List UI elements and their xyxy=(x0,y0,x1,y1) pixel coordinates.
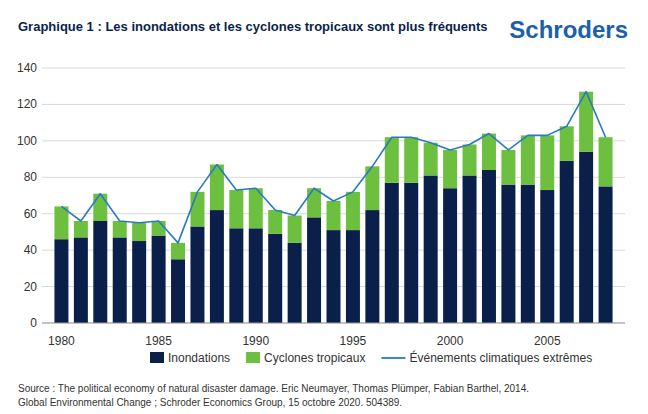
bar xyxy=(249,228,263,323)
grid-line xyxy=(42,68,625,69)
bar xyxy=(463,145,477,176)
y-tick-label: 100 xyxy=(17,134,37,148)
bar xyxy=(385,183,399,323)
y-tick-label: 140 xyxy=(17,61,37,75)
bar xyxy=(171,243,185,259)
grid-line xyxy=(42,140,625,141)
legend-label: Cyclones tropicaux xyxy=(264,351,365,365)
bar xyxy=(599,137,613,186)
plot xyxy=(54,92,612,323)
bar xyxy=(54,239,68,323)
legend-label: Inondations xyxy=(168,351,230,365)
bar xyxy=(579,152,593,323)
bar xyxy=(132,241,146,323)
bar xyxy=(482,170,496,323)
bar xyxy=(307,188,321,217)
y-tick-label: 120 xyxy=(17,97,37,111)
bar xyxy=(521,135,535,184)
bar xyxy=(599,186,613,323)
grid-line xyxy=(42,177,625,178)
grid-line xyxy=(42,104,625,105)
bar xyxy=(288,243,302,323)
source: Global Environmental Change ; Schroder E… xyxy=(18,397,402,408)
legend: Inondations Cyclones tropicaux Événements … xyxy=(150,350,592,365)
grid xyxy=(42,68,625,323)
bar xyxy=(113,237,127,323)
bar xyxy=(152,236,166,323)
bar xyxy=(443,188,457,323)
x-tick-label: 2005 xyxy=(534,334,561,348)
bar xyxy=(365,210,379,323)
x-tick-label: 2000 xyxy=(437,334,464,348)
bar xyxy=(74,237,88,323)
bar xyxy=(443,150,457,188)
bar xyxy=(74,221,88,237)
bar xyxy=(132,223,146,241)
x-tick-label: 1995 xyxy=(340,334,367,348)
bar xyxy=(346,192,360,230)
bar xyxy=(404,137,418,183)
bar xyxy=(113,221,127,237)
x-tick-label: 1990 xyxy=(242,334,269,348)
bar xyxy=(540,190,554,323)
bar xyxy=(404,183,418,323)
bar xyxy=(229,190,243,228)
bar xyxy=(540,135,554,190)
bar xyxy=(424,143,438,176)
y-tick-label: 40 xyxy=(24,243,38,257)
source: Source : The political economy of natura… xyxy=(18,383,529,394)
bar xyxy=(482,134,496,170)
bar xyxy=(327,230,341,323)
bar xyxy=(307,217,321,323)
logo: Schroders xyxy=(509,16,628,43)
legend-label: Événements climatiques extrêmes xyxy=(409,350,592,365)
bar xyxy=(521,185,535,323)
bar xyxy=(501,185,515,323)
bar xyxy=(93,221,107,323)
y-tick-label: 60 xyxy=(24,207,38,221)
x-tick-label: 1980 xyxy=(48,334,75,348)
chart: Graphique 1 : Les inondations et les cyc… xyxy=(0,0,648,414)
bar xyxy=(268,234,282,323)
legend-swatch xyxy=(246,352,260,363)
y-tick-label: 80 xyxy=(24,170,38,184)
x-axis xyxy=(42,323,625,324)
bar xyxy=(560,126,574,161)
bar xyxy=(210,210,224,323)
x-tick-label: 1985 xyxy=(145,334,172,348)
bar xyxy=(288,216,302,243)
legend-line xyxy=(381,357,405,359)
title: Graphique 1 : Les inondations et les cyc… xyxy=(18,19,488,34)
bar xyxy=(268,210,282,234)
bar xyxy=(501,150,515,185)
line xyxy=(61,92,605,243)
legend-swatch xyxy=(150,352,164,363)
bar xyxy=(190,226,204,323)
grid-line xyxy=(42,323,625,324)
bar xyxy=(560,161,574,323)
bar xyxy=(327,201,341,230)
bar xyxy=(93,194,107,221)
bar xyxy=(424,175,438,323)
bar xyxy=(171,259,185,323)
bar xyxy=(463,175,477,323)
bar xyxy=(190,192,204,227)
bar xyxy=(346,230,360,323)
bar xyxy=(152,221,166,236)
bar xyxy=(54,206,68,239)
y-tick-label: 20 xyxy=(24,280,38,294)
bar xyxy=(229,228,243,323)
y-tick-label: 0 xyxy=(30,316,37,330)
